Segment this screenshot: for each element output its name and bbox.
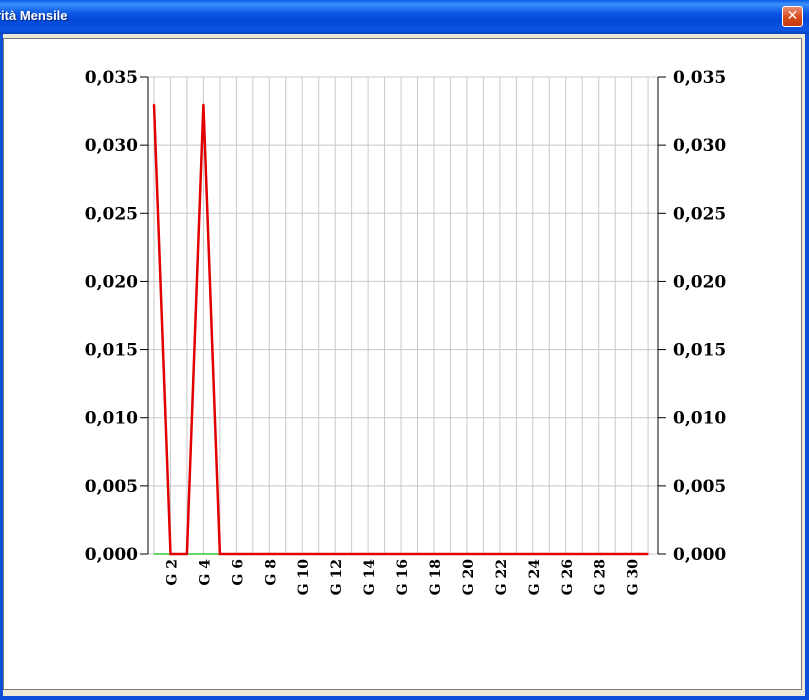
y-tick-label-left: 0,030 (85, 136, 138, 156)
y-tick-label-left: 0,005 (85, 477, 138, 497)
data-point-red (235, 553, 237, 555)
data-point-red (466, 553, 468, 555)
y-tick-label-left: 0,010 (85, 409, 138, 429)
data-point-red (318, 553, 320, 555)
data-point-red (565, 553, 567, 555)
window-frame-bottom (0, 696, 809, 700)
data-point-green (202, 553, 205, 555)
data-point-red (301, 553, 303, 555)
data-point-red (285, 553, 287, 555)
x-tick-label: G 2 (164, 559, 180, 586)
y-tick-label-left: 0,015 (85, 341, 138, 361)
data-point-red (598, 553, 600, 555)
data-point-red (268, 553, 270, 555)
y-tick-label-right: 0,005 (673, 477, 726, 497)
data-point-red (532, 553, 534, 555)
data-point-red (351, 553, 353, 555)
data-point-red (647, 553, 649, 555)
data-point-red (186, 553, 188, 555)
x-tick-label: G 8 (263, 559, 279, 586)
y-tick-label-right: 0,000 (673, 545, 726, 565)
y-tick-label-right: 0,025 (673, 204, 726, 224)
data-point-red (581, 553, 583, 555)
data-point-red (548, 553, 550, 555)
x-tick-label: G 24 (527, 559, 543, 596)
chart-svg: 0,000 0,000 0,005 0,005 0,010 0,010 0,015 0,015… (0, 27, 726, 596)
x-tick-label: G 20 (461, 559, 477, 596)
x-tick-label: G 10 (296, 559, 312, 596)
data-point-red (499, 553, 501, 555)
chart-panel: 0,000 0,000 0,005 0,005 0,010 0,010 0,015 0,015… (0, 27, 802, 690)
data-point-red (515, 553, 517, 555)
x-tick-label: G 18 (428, 559, 444, 595)
data-point-red (169, 553, 172, 555)
window-frame-left (0, 34, 3, 700)
y-tick-label-right: 0,010 (673, 409, 726, 429)
data-point-red (334, 553, 336, 555)
x-tick-label: G 4 (197, 559, 213, 586)
x-tick-label: G 30 (626, 559, 642, 596)
window-frame-right (805, 34, 809, 700)
window-title: rità Mensile (0, 8, 68, 23)
y-tick-label-left: 0,025 (85, 204, 138, 224)
y-tick-label-left: 0,020 (85, 272, 138, 292)
y-tick-label-right: 0,020 (673, 272, 726, 292)
y-tick-label-right: 0,035 (673, 68, 726, 88)
x-tick-label: G 16 (395, 559, 411, 595)
y-tick-label-left: 0,000 (85, 545, 138, 565)
data-point-red (219, 553, 221, 555)
data-point-red (482, 553, 484, 555)
x-tick-label: G 14 (362, 559, 378, 596)
data-point-red (400, 553, 402, 555)
data-point-red (416, 553, 419, 555)
data-point-red (252, 553, 254, 555)
x-tick-label: G 12 (329, 559, 345, 595)
x-tick-label: G 28 (593, 559, 609, 595)
client-area: 0,000 0,000 0,005 0,005 0,010 0,010 0,015 0,015… (0, 27, 804, 694)
data-point-green (153, 553, 155, 555)
data-point-red (367, 553, 369, 555)
data-point-red (631, 553, 633, 555)
data-point-red (202, 103, 205, 105)
y-tick-label-left: 0,035 (85, 68, 138, 88)
data-point-red (614, 553, 616, 555)
y-tick-label-right: 0,030 (673, 136, 726, 156)
x-tick-label: G 22 (494, 559, 510, 595)
y-tick-label-right: 0,015 (673, 341, 726, 361)
x-tick-label: G 6 (230, 559, 246, 586)
data-point-red (449, 553, 452, 555)
x-tick-label: G 26 (560, 559, 576, 595)
title-bar[interactable]: rità Mensile ✕ (0, 0, 809, 34)
close-button[interactable]: ✕ (782, 6, 803, 27)
data-point-red (153, 103, 155, 105)
data-point-red (383, 553, 386, 555)
data-point-red (433, 553, 435, 555)
